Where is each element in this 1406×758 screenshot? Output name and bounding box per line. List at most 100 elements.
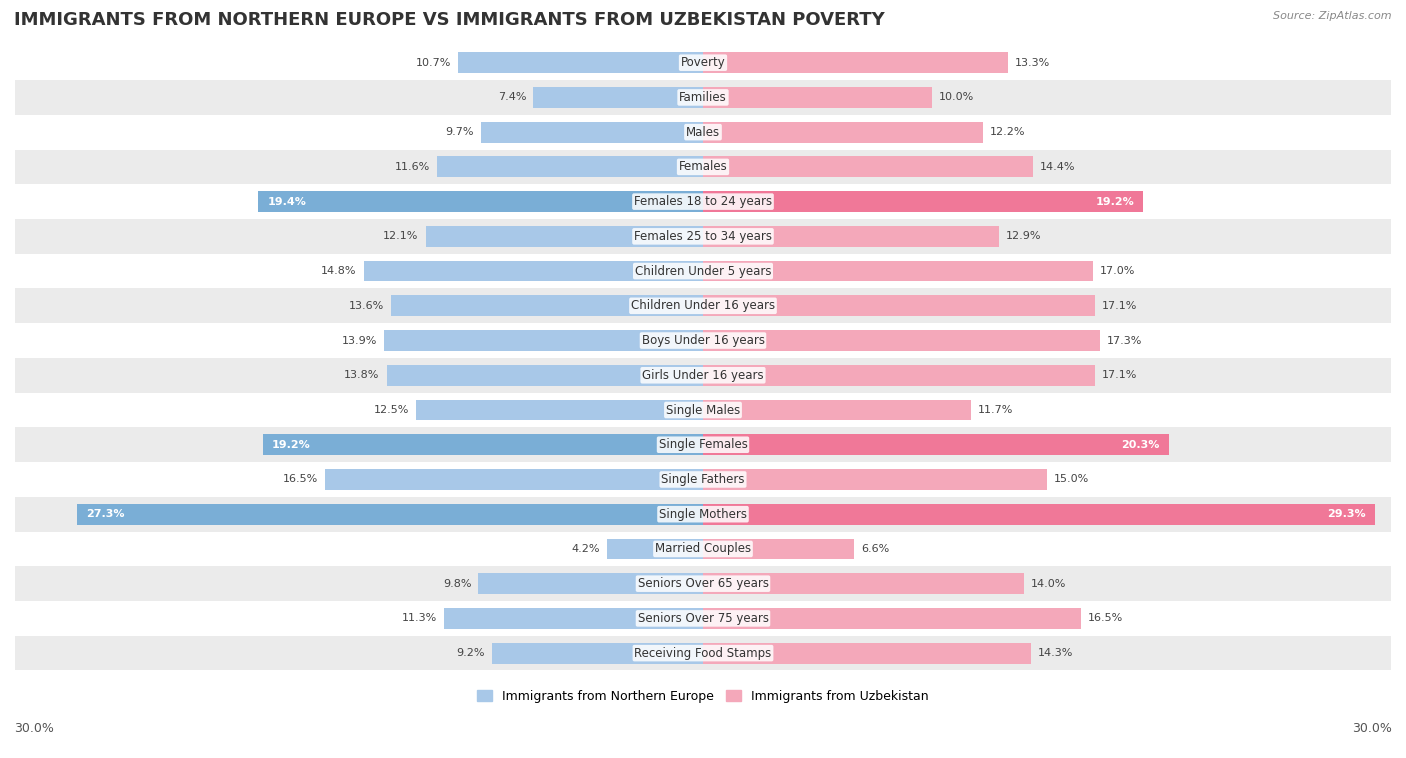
Bar xyxy=(416,399,703,421)
Text: 14.4%: 14.4% xyxy=(1040,162,1076,172)
Bar xyxy=(384,330,703,351)
Text: 9.8%: 9.8% xyxy=(443,578,471,589)
Bar xyxy=(703,330,1099,351)
Text: 30.0%: 30.0% xyxy=(1353,722,1392,735)
Text: Poverty: Poverty xyxy=(681,56,725,69)
Bar xyxy=(263,434,703,455)
Text: 19.4%: 19.4% xyxy=(267,196,307,207)
Text: 16.5%: 16.5% xyxy=(283,475,318,484)
Bar xyxy=(478,573,703,594)
Bar xyxy=(533,87,703,108)
Bar xyxy=(15,323,1391,358)
Bar xyxy=(703,191,1143,212)
Text: Receiving Food Stamps: Receiving Food Stamps xyxy=(634,647,772,659)
Bar xyxy=(387,365,703,386)
Text: 11.6%: 11.6% xyxy=(395,162,430,172)
Bar xyxy=(703,643,1031,663)
Bar xyxy=(15,393,1391,428)
Bar xyxy=(391,296,703,316)
Text: 15.0%: 15.0% xyxy=(1054,475,1090,484)
Text: Girls Under 16 years: Girls Under 16 years xyxy=(643,369,763,382)
Bar xyxy=(15,496,1391,531)
Bar xyxy=(15,566,1391,601)
Text: Females 25 to 34 years: Females 25 to 34 years xyxy=(634,230,772,243)
Bar xyxy=(15,45,1391,80)
Text: Families: Families xyxy=(679,91,727,104)
Bar xyxy=(15,358,1391,393)
Text: Single Fathers: Single Fathers xyxy=(661,473,745,486)
Text: 19.2%: 19.2% xyxy=(1095,196,1135,207)
Text: 7.4%: 7.4% xyxy=(498,92,526,102)
Text: 4.2%: 4.2% xyxy=(571,544,600,554)
Bar xyxy=(15,80,1391,114)
Text: Single Males: Single Males xyxy=(666,403,740,416)
Text: 20.3%: 20.3% xyxy=(1121,440,1160,449)
Text: 29.3%: 29.3% xyxy=(1327,509,1365,519)
Text: 16.5%: 16.5% xyxy=(1088,613,1123,623)
Bar xyxy=(15,149,1391,184)
Bar xyxy=(703,296,1095,316)
Bar xyxy=(606,538,703,559)
Text: 17.1%: 17.1% xyxy=(1102,370,1137,381)
Text: 9.7%: 9.7% xyxy=(446,127,474,137)
Text: 9.2%: 9.2% xyxy=(457,648,485,658)
Text: 12.1%: 12.1% xyxy=(384,231,419,241)
Bar xyxy=(15,289,1391,323)
Bar xyxy=(15,184,1391,219)
Bar xyxy=(457,52,703,73)
Bar xyxy=(15,114,1391,149)
Text: 11.3%: 11.3% xyxy=(402,613,437,623)
Bar xyxy=(481,122,703,143)
Bar xyxy=(492,643,703,663)
Text: 13.8%: 13.8% xyxy=(344,370,380,381)
Bar xyxy=(426,226,703,247)
Text: 13.6%: 13.6% xyxy=(349,301,384,311)
Text: 6.6%: 6.6% xyxy=(862,544,890,554)
Bar xyxy=(703,469,1047,490)
Text: 19.2%: 19.2% xyxy=(271,440,311,449)
Bar xyxy=(364,261,703,281)
Text: 10.7%: 10.7% xyxy=(415,58,451,67)
Bar xyxy=(703,122,983,143)
Text: Seniors Over 65 years: Seniors Over 65 years xyxy=(637,577,769,590)
Legend: Immigrants from Northern Europe, Immigrants from Uzbekistan: Immigrants from Northern Europe, Immigra… xyxy=(472,685,934,708)
Bar xyxy=(77,504,703,525)
Bar xyxy=(703,608,1081,629)
Text: IMMIGRANTS FROM NORTHERN EUROPE VS IMMIGRANTS FROM UZBEKISTAN POVERTY: IMMIGRANTS FROM NORTHERN EUROPE VS IMMIG… xyxy=(14,11,884,30)
Text: 11.7%: 11.7% xyxy=(979,405,1014,415)
Text: Males: Males xyxy=(686,126,720,139)
Bar xyxy=(15,219,1391,254)
Bar xyxy=(259,191,703,212)
Bar xyxy=(325,469,703,490)
Text: 17.0%: 17.0% xyxy=(1099,266,1135,276)
Text: 12.2%: 12.2% xyxy=(990,127,1025,137)
Text: Married Couples: Married Couples xyxy=(655,543,751,556)
Bar xyxy=(703,226,998,247)
Bar xyxy=(15,531,1391,566)
Bar xyxy=(703,52,1008,73)
Text: 17.1%: 17.1% xyxy=(1102,301,1137,311)
Bar xyxy=(15,254,1391,289)
Text: 12.5%: 12.5% xyxy=(374,405,409,415)
Text: 13.9%: 13.9% xyxy=(342,336,377,346)
Bar xyxy=(703,365,1095,386)
Bar xyxy=(703,504,1375,525)
Bar xyxy=(444,608,703,629)
Text: Seniors Over 75 years: Seniors Over 75 years xyxy=(637,612,769,625)
Bar xyxy=(437,156,703,177)
Bar xyxy=(15,462,1391,496)
Text: 12.9%: 12.9% xyxy=(1005,231,1042,241)
Text: 14.8%: 14.8% xyxy=(321,266,357,276)
Text: 30.0%: 30.0% xyxy=(14,722,53,735)
Bar xyxy=(703,399,972,421)
Text: Children Under 16 years: Children Under 16 years xyxy=(631,299,775,312)
Text: Single Mothers: Single Mothers xyxy=(659,508,747,521)
Text: 27.3%: 27.3% xyxy=(86,509,125,519)
Bar xyxy=(703,538,855,559)
Bar xyxy=(703,261,1092,281)
Bar xyxy=(703,573,1024,594)
Bar xyxy=(703,87,932,108)
Text: 14.0%: 14.0% xyxy=(1031,578,1066,589)
Text: 13.3%: 13.3% xyxy=(1015,58,1050,67)
Text: Source: ZipAtlas.com: Source: ZipAtlas.com xyxy=(1274,11,1392,21)
